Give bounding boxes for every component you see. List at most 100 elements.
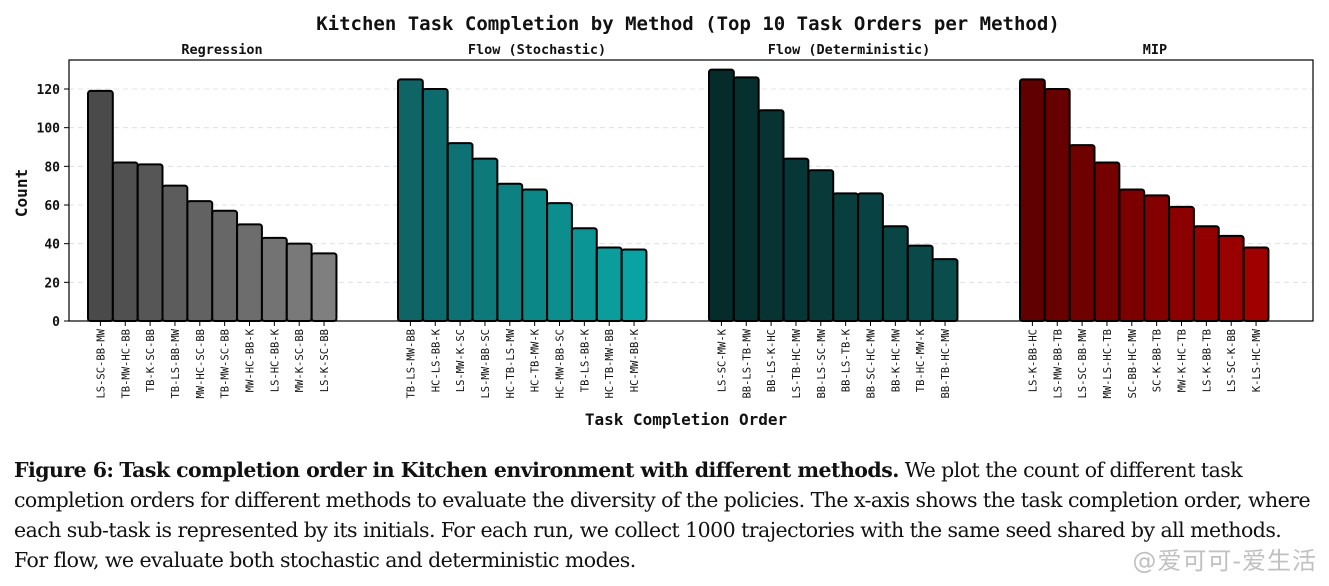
x-tick-label: HC-MW-BB-SC xyxy=(555,329,567,399)
bar xyxy=(931,258,959,322)
bar xyxy=(1068,144,1096,322)
x-tick-label: BB-K-HC-MW xyxy=(890,328,902,392)
watermark: @爱可可-爱生活 xyxy=(1132,547,1317,575)
x-tick-label: LS-SC-BB-MW xyxy=(95,328,107,398)
bar xyxy=(1093,161,1121,322)
x-tick-label: MW-K-HC-TB xyxy=(1177,329,1189,392)
x-tick-label: HC-TB-MW-BB xyxy=(604,329,616,399)
bar xyxy=(881,225,909,322)
x-axis: LS-SC-BB-MW TB-MW-HC-BB TB-K-SC-BB TB-LS-BB… xyxy=(95,321,1263,399)
bar xyxy=(1242,246,1270,323)
x-tick-label: BB-LS-SC-MW xyxy=(816,328,828,398)
bar xyxy=(570,227,598,322)
bar xyxy=(211,209,239,322)
x-tick-label: K-LS-HC-MW xyxy=(1251,328,1263,392)
x-tick-label: LS-K-BB-HC xyxy=(1027,329,1039,392)
x-tick-label: SC-BB-HC-MW xyxy=(1127,328,1139,398)
x-tick-label: TB-MW-HC-BB xyxy=(120,329,132,399)
bar xyxy=(136,163,164,322)
caption-label: Figure 6: xyxy=(14,458,114,482)
x-axis-label: Task Completion Order xyxy=(585,410,787,429)
bar xyxy=(1118,188,1146,322)
x-tick-label: LS-MW-BB-SC xyxy=(480,329,492,399)
bar xyxy=(421,88,449,322)
bar xyxy=(857,192,884,322)
x-tick-label: HC-MW-BB-K xyxy=(629,328,641,392)
x-tick-label: LS-SC-BB-MW xyxy=(1077,328,1089,398)
x-tick-label: HC-TB-LS-MW xyxy=(505,328,517,398)
y-tick-label: 0 xyxy=(52,315,60,330)
bar xyxy=(1043,88,1071,322)
x-tick-label: LS-SC-K-BB xyxy=(1226,329,1238,392)
chart-title: Kitchen Task Completion by Method (Top 1… xyxy=(316,13,1060,35)
bar xyxy=(446,142,474,322)
y-tick-label: 40 xyxy=(44,238,60,253)
y-tick-label: 60 xyxy=(44,199,60,214)
x-tick-label: BB-SC-HC-MW xyxy=(866,328,878,398)
panel-title: Regression xyxy=(181,42,262,58)
x-tick-label: LS-HC-BB-K xyxy=(269,328,281,392)
plot-area-frame xyxy=(68,59,1314,322)
bar xyxy=(832,192,860,322)
bar xyxy=(708,68,735,322)
bar xyxy=(471,157,499,322)
y-tick-label: 20 xyxy=(44,276,60,291)
x-tick-label: TB-LS-MW-BB xyxy=(405,329,417,399)
bar xyxy=(111,161,139,322)
x-tick-label: LS-MW-K-SC xyxy=(455,329,467,392)
bar xyxy=(161,184,189,322)
x-tick-label: HC-TB-MW-K xyxy=(530,328,542,392)
bar xyxy=(906,244,934,323)
caption-text: We plot the count of different task comp… xyxy=(14,458,1311,572)
bar xyxy=(807,169,835,322)
x-tick-label: LS-SC-MW-K xyxy=(716,328,728,392)
x-tick-label: MW-LS-HC-TB xyxy=(1102,329,1114,399)
bar xyxy=(1192,225,1220,322)
figure-caption: Figure 6: Task completion order in Kitch… xyxy=(14,455,1319,575)
x-tick-label: LS-MW-BB-TB xyxy=(1052,329,1064,399)
bar xyxy=(782,157,810,322)
bar xyxy=(1019,78,1046,323)
bar xyxy=(496,182,524,322)
x-tick-label: LS-K-SC-BB xyxy=(319,329,331,392)
bar xyxy=(87,89,114,322)
x-tick-label: TB-HC-MW-K xyxy=(915,328,927,392)
bar xyxy=(310,252,338,322)
bars xyxy=(87,68,1270,323)
panel-title: Flow (Deterministic) xyxy=(768,42,931,58)
panel-title: Flow (Stochastic) xyxy=(468,42,606,58)
y-tick-label: 100 xyxy=(37,122,61,137)
bar xyxy=(546,202,573,322)
bar xyxy=(1143,194,1171,322)
x-tick-label: BB-TB-HC-MW xyxy=(940,328,952,398)
x-tick-label: HC-LS-BB-K xyxy=(430,328,442,392)
x-tick-label: LS-K-BB-TB xyxy=(1201,329,1213,392)
bar xyxy=(620,248,648,322)
bar xyxy=(595,246,623,323)
bar xyxy=(732,76,760,323)
x-tick-label: BB-LS-TB-K xyxy=(841,328,853,392)
bar xyxy=(521,188,549,322)
y-tick-label: 120 xyxy=(37,83,61,98)
bar xyxy=(757,109,785,323)
x-tick-label: TB-MW-SC-BB xyxy=(220,329,232,399)
bar xyxy=(285,242,313,323)
x-tick-label: MW-K-SC-BB xyxy=(294,329,306,392)
bar xyxy=(1217,234,1245,322)
bar xyxy=(397,78,424,323)
panel-titles: Regression Flow (Stochastic) Flow (Determi… xyxy=(181,42,1167,58)
bar xyxy=(236,223,263,322)
x-tick-label: TB-K-SC-BB xyxy=(145,329,157,392)
x-tick-label: TB-LS-BB-MW xyxy=(170,328,182,398)
y-tick-label: 80 xyxy=(44,160,60,175)
x-tick-label: MW-HC-BB-K xyxy=(245,328,257,392)
bar xyxy=(186,200,214,322)
x-tick-label: BB-LS-K-HC xyxy=(766,329,778,392)
x-tick-label: LS-TB-HC-MW xyxy=(791,328,803,398)
bar xyxy=(260,236,288,322)
panel-title: MIP xyxy=(1143,42,1167,58)
x-tick-label: TB-LS-BB-K xyxy=(579,328,591,392)
chart: Kitchen Task Completion by Method (Top 1… xyxy=(12,13,1314,429)
x-tick-label: MW-HC-SC-BB xyxy=(195,329,207,399)
x-tick-label: SC-K-BB-TB xyxy=(1152,329,1164,392)
